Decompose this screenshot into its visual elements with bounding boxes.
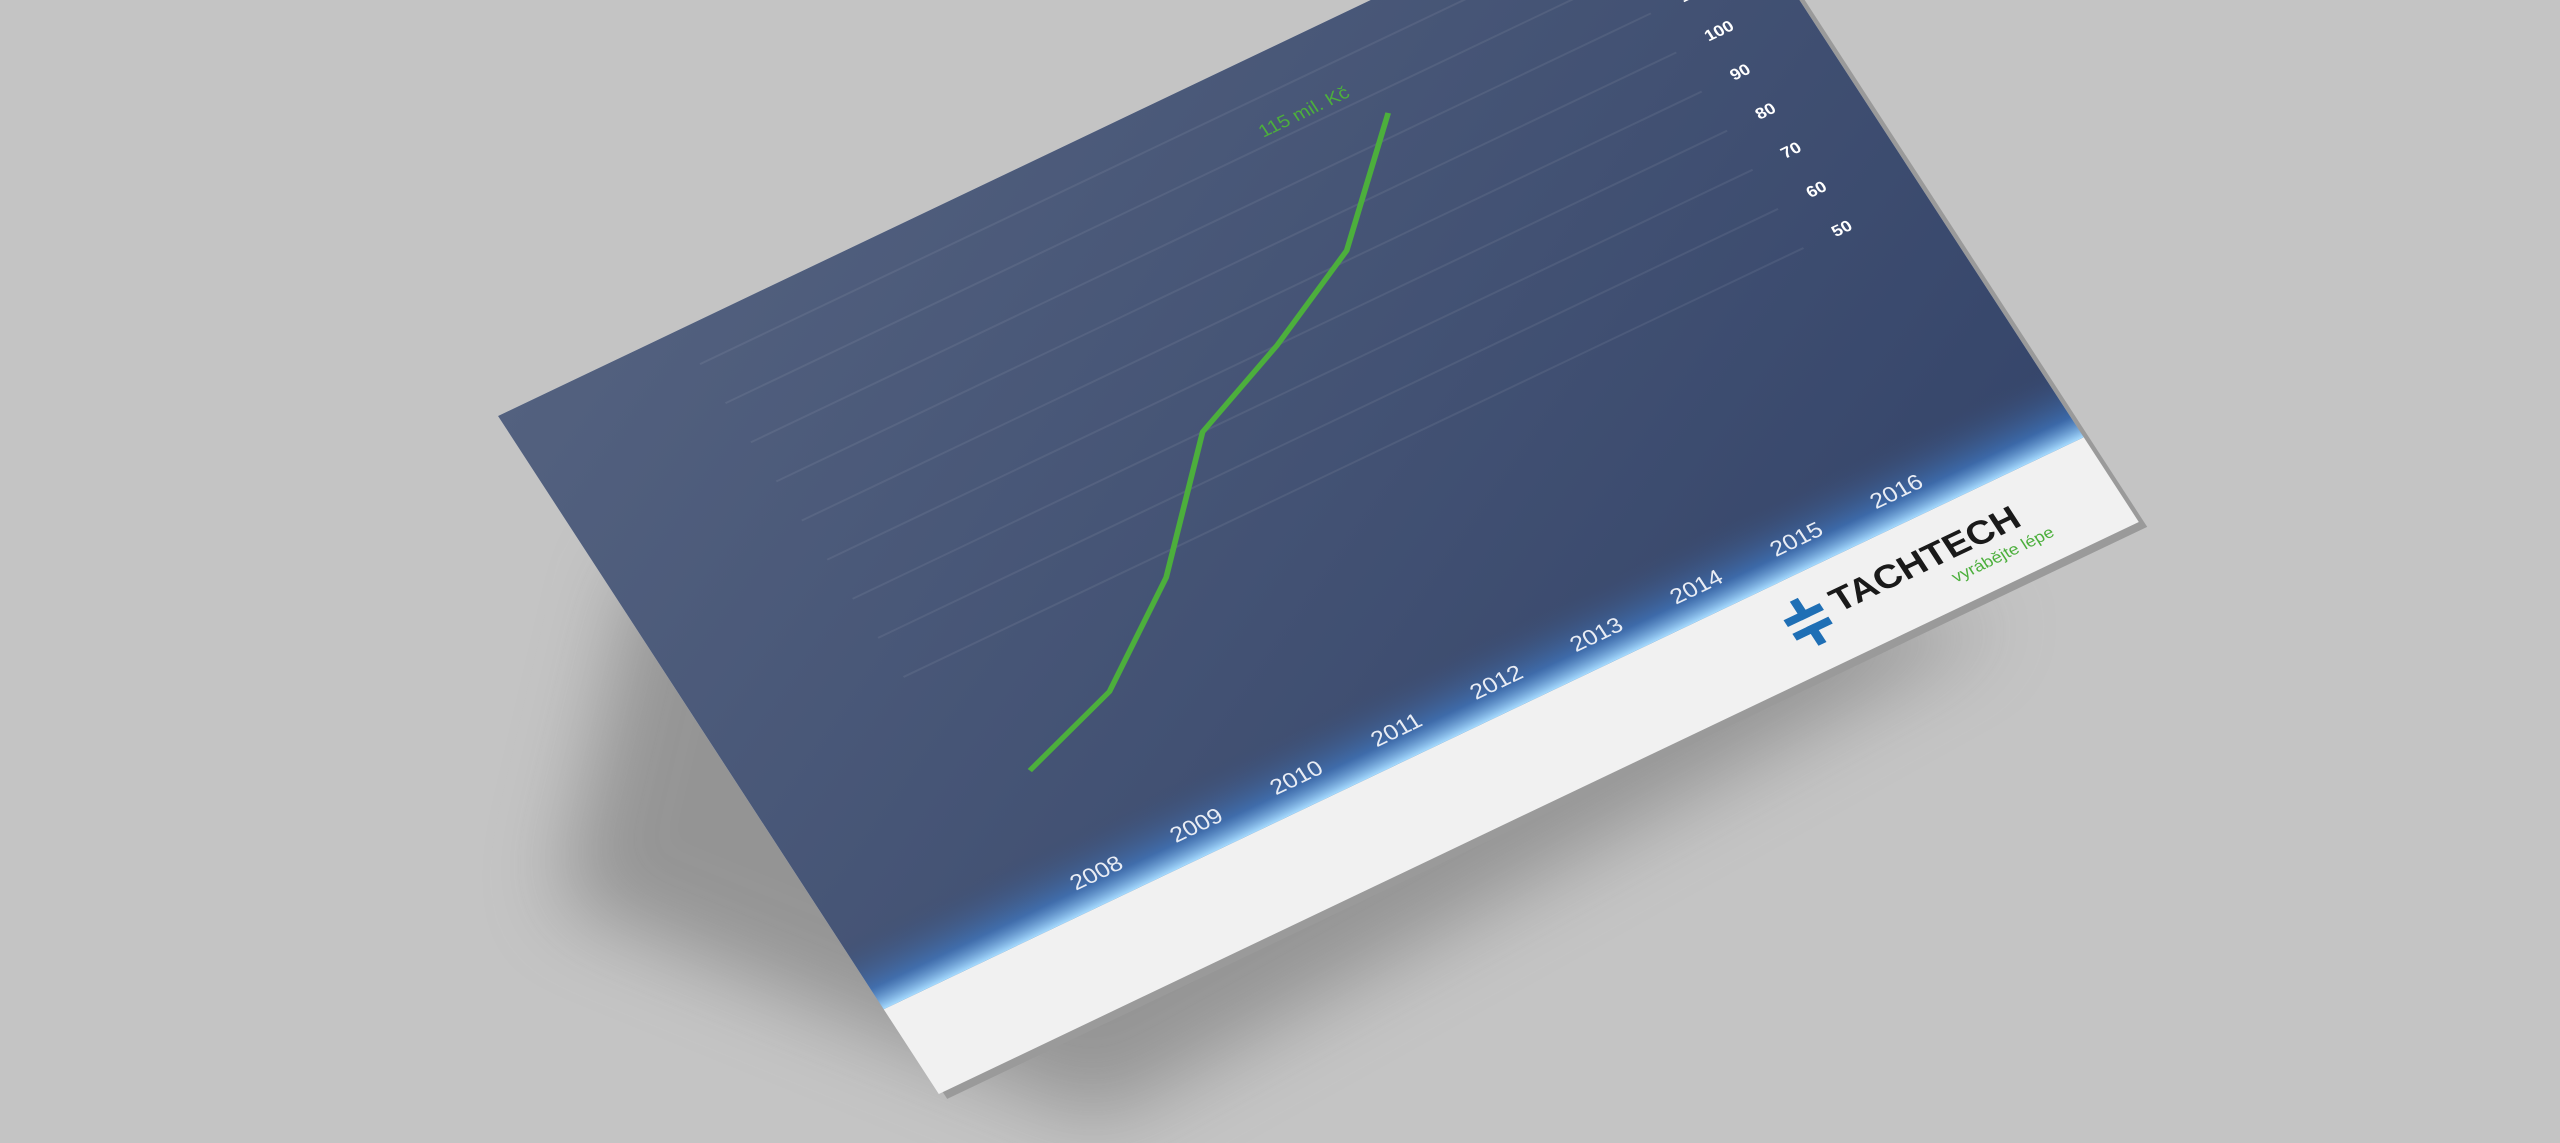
y-tick-label: 70 [1777, 139, 1805, 163]
grid-line [775, 51, 1677, 483]
logo-icon [1789, 597, 1810, 621]
grid-line [852, 168, 1754, 600]
grid-line [699, 0, 1601, 365]
grid-line [877, 208, 1779, 639]
y-tick-label: 60 [1803, 178, 1831, 202]
card: 5060708090100110120130200820092010201120… [498, 0, 2148, 1099]
grid-line [724, 0, 1627, 405]
y-tick-label: 50 [1828, 217, 1856, 241]
y-tick-label: 90 [1726, 60, 1754, 84]
logo-icon [1806, 623, 1827, 646]
grid-line [801, 90, 1703, 522]
glow [839, 369, 2084, 1010]
grid-line [902, 247, 1805, 678]
y-tick-label: 80 [1752, 99, 1780, 123]
chart-panel [498, 0, 2084, 1010]
line [1027, 112, 1391, 773]
grid-line [750, 12, 1652, 444]
